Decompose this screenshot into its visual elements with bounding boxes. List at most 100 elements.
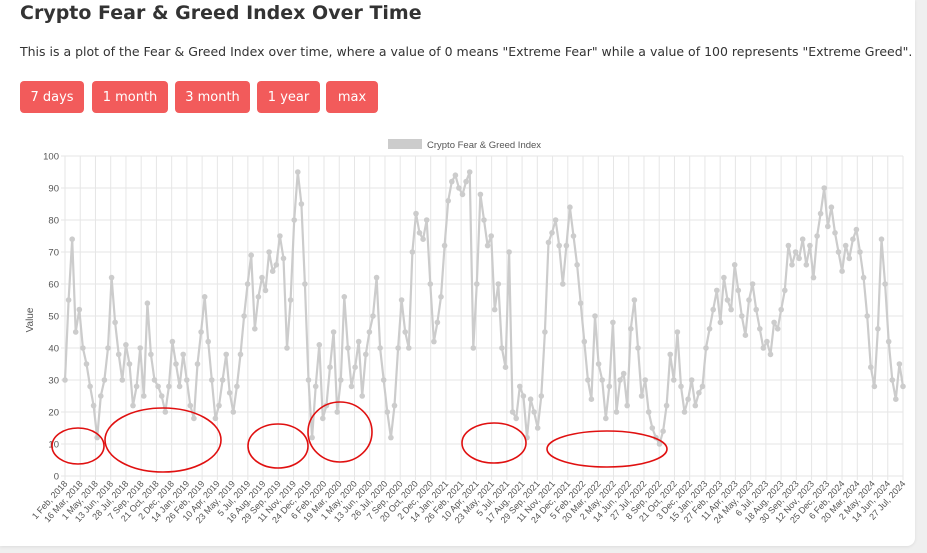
data-point bbox=[191, 415, 197, 422]
data-point bbox=[692, 402, 699, 409]
y-axis: 0 10 20 30 40 50 60 70 80 90 100 bbox=[43, 152, 59, 483]
data-point bbox=[778, 306, 784, 313]
data-point bbox=[262, 287, 269, 294]
data-point bbox=[312, 383, 319, 390]
data-point bbox=[380, 377, 387, 383]
range-3month-button[interactable]: 3 month bbox=[175, 81, 250, 113]
data-point bbox=[803, 262, 810, 268]
data-point bbox=[853, 226, 860, 233]
data-point bbox=[850, 236, 856, 242]
data-point bbox=[746, 297, 752, 303]
y-tick-label: 40 bbox=[48, 344, 59, 355]
data-point bbox=[212, 415, 219, 422]
data-point bbox=[466, 169, 473, 175]
data-point bbox=[413, 210, 419, 217]
data-point bbox=[560, 281, 566, 287]
data-point bbox=[226, 390, 233, 396]
data-point bbox=[295, 169, 301, 175]
y-tick-label: 90 bbox=[48, 184, 59, 195]
chart-legend: Crypto Fear & Greed Index bbox=[388, 139, 541, 151]
data-point bbox=[610, 319, 616, 326]
data-point bbox=[517, 383, 523, 390]
data-point bbox=[488, 233, 495, 239]
annotation-circle bbox=[104, 407, 222, 473]
y-tick-label: 20 bbox=[48, 408, 59, 419]
data-point bbox=[155, 383, 161, 390]
data-point bbox=[724, 297, 731, 303]
data-point bbox=[742, 332, 749, 338]
data-point bbox=[363, 351, 369, 358]
data-point bbox=[194, 361, 201, 367]
y-axis-title: Value bbox=[25, 307, 36, 332]
data-point bbox=[871, 383, 878, 390]
data-point bbox=[477, 191, 484, 198]
data-point bbox=[506, 249, 512, 255]
range-max-button[interactable]: max bbox=[326, 81, 378, 113]
data-point bbox=[65, 297, 72, 303]
data-point bbox=[434, 319, 441, 326]
data-point bbox=[882, 281, 888, 287]
data-point bbox=[277, 233, 283, 239]
data-point bbox=[875, 326, 881, 332]
data-point bbox=[205, 338, 211, 345]
annotation-circle bbox=[307, 401, 373, 463]
data-point bbox=[141, 393, 147, 399]
data-point bbox=[660, 428, 666, 435]
data-point bbox=[244, 281, 251, 287]
data-point bbox=[878, 236, 885, 242]
data-point bbox=[685, 396, 691, 403]
data-point bbox=[699, 383, 706, 390]
data-point bbox=[753, 306, 759, 313]
y-tick-label: 60 bbox=[48, 280, 59, 291]
data-point bbox=[355, 338, 362, 345]
data-point bbox=[552, 217, 559, 223]
chart-description: This is a plot of the Fear & Greed Index… bbox=[20, 44, 913, 59]
data-point bbox=[599, 377, 605, 383]
data-point bbox=[542, 329, 548, 335]
data-point bbox=[427, 281, 434, 287]
data-point bbox=[237, 351, 244, 358]
data-point bbox=[860, 274, 867, 281]
data-point bbox=[613, 409, 620, 415]
data-point bbox=[832, 230, 838, 236]
range-1year-button[interactable]: 1 year bbox=[257, 81, 320, 113]
data-point bbox=[273, 262, 280, 268]
data-point bbox=[287, 297, 294, 303]
data-point bbox=[391, 402, 398, 409]
data-point bbox=[108, 274, 115, 281]
data-point bbox=[352, 364, 358, 370]
data-point bbox=[248, 252, 254, 258]
data-point bbox=[549, 230, 555, 236]
data-point bbox=[388, 434, 394, 441]
legend-swatch[interactable] bbox=[388, 139, 422, 149]
range-1month-button[interactable]: 1 month bbox=[92, 81, 168, 113]
data-point bbox=[696, 390, 702, 396]
data-point bbox=[678, 383, 684, 390]
data-point bbox=[595, 361, 602, 367]
data-point bbox=[223, 351, 229, 358]
data-point bbox=[69, 236, 75, 242]
data-point bbox=[176, 383, 183, 390]
legend-label: Crypto Fear & Greed Index bbox=[427, 140, 541, 151]
data-point bbox=[209, 377, 215, 383]
data-point bbox=[255, 294, 262, 300]
data-point bbox=[398, 297, 405, 303]
annotation-circle bbox=[461, 422, 527, 464]
data-point bbox=[735, 287, 742, 294]
range-7days-button[interactable]: 7 days bbox=[20, 81, 84, 113]
data-point bbox=[757, 326, 763, 332]
page-title: Crypto Fear & Greed Index Over Time bbox=[20, 2, 422, 24]
data-point bbox=[656, 441, 663, 447]
data-point bbox=[80, 345, 86, 351]
data-point bbox=[119, 377, 126, 383]
data-point bbox=[94, 434, 100, 441]
data-point bbox=[642, 377, 648, 383]
data-point bbox=[635, 345, 641, 351]
data-point bbox=[416, 230, 423, 236]
data-point bbox=[631, 297, 638, 303]
data-point bbox=[796, 255, 802, 262]
chart-card: Crypto Fear & Greed Index Over Time This… bbox=[0, 0, 915, 546]
data-point bbox=[76, 306, 83, 313]
data-point bbox=[810, 274, 817, 281]
data-point bbox=[359, 393, 366, 399]
